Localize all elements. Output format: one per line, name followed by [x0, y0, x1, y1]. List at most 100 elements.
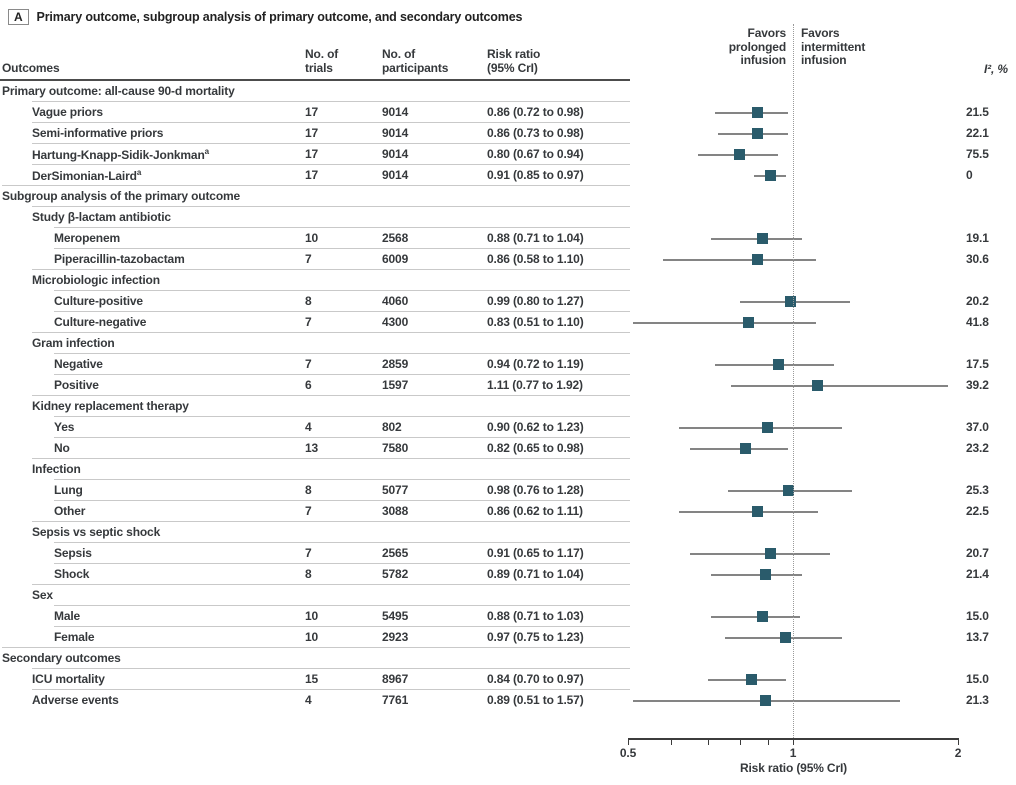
risk-ratio-value: 0.80 (0.67 to 0.94) — [487, 147, 584, 161]
risk-ratio-value: 0.86 (0.73 to 0.98) — [487, 126, 584, 140]
risk-ratio-value: 0.86 (0.62 to 1.11) — [487, 504, 583, 518]
section-header-row: Sepsis vs septic shock — [0, 522, 1016, 543]
forest-row: Vague priors 17 9014 0.86 (0.72 to 0.98) 21.… — [0, 102, 1016, 123]
outcome-label: Kidney replacement therapy — [32, 399, 189, 413]
forest-table: Primary outcome: all-cause 90-d mortalit… — [0, 81, 1016, 711]
i2-value: 75.5 — [966, 147, 989, 161]
risk-ratio-value: 0.84 (0.70 to 0.97) — [487, 672, 584, 686]
forest-row: DerSimonian-Lairda 17 9014 0.91 (0.85 to 0.… — [0, 165, 1016, 186]
section-header-row: Study β-lactam antibiotic — [0, 207, 1016, 228]
forest-row: Piperacillin-tazobactam 7 6009 0.86 (0.58 t… — [0, 249, 1016, 270]
trials-value: 7 — [305, 315, 312, 329]
forest-row: Hartung-Knapp-Sidik-Jonkmana 17 9014 0.80 (… — [0, 144, 1016, 165]
trials-value: 7 — [305, 252, 312, 266]
outcome-label: Semi-informative priors — [32, 126, 164, 140]
outcome-label: Primary outcome: all-cause 90-d mortalit… — [2, 84, 235, 98]
forest-plot-cell — [628, 102, 958, 123]
forest-plot-cell — [628, 480, 958, 501]
row-rule — [32, 584, 630, 585]
trials-value: 7 — [305, 357, 312, 371]
risk-ratio-value: 0.97 (0.75 to 1.23) — [487, 630, 584, 644]
ci-line — [690, 552, 831, 555]
point-estimate-marker — [772, 359, 784, 370]
x-axis-tick — [628, 740, 629, 745]
trials-value: 4 — [305, 693, 312, 707]
point-estimate-marker — [782, 485, 794, 496]
outcome-label: Negative — [54, 357, 103, 371]
outcome-label: ICU mortality — [32, 672, 105, 686]
point-estimate-marker — [740, 443, 752, 454]
trials-value: 10 — [305, 630, 319, 644]
column-header-participants: No. of participants — [382, 47, 449, 75]
row-rule — [54, 416, 630, 417]
forest-row: Meropenem 10 2568 0.88 (0.71 to 1.04) 19.1 — [0, 228, 1016, 249]
outcome-label: Other — [54, 504, 86, 518]
forest-plot-cell — [628, 606, 958, 627]
outcome-label: Meropenem — [54, 231, 120, 245]
row-rule — [54, 374, 630, 375]
i2-value: 21.4 — [966, 567, 989, 581]
forest-plot-cell — [628, 291, 958, 312]
outcome-label: Microbiologic infection — [32, 273, 160, 287]
forest-row: Shock 8 5782 0.89 (0.71 to 1.04) 21.4 — [0, 564, 1016, 585]
trials-value: 17 — [305, 105, 319, 119]
risk-ratio-value: 0.90 (0.62 to 1.23) — [487, 420, 584, 434]
section-header-row: Microbiologic infection — [0, 270, 1016, 291]
risk-ratio-value: 0.91 (0.65 to 1.17) — [487, 546, 584, 560]
row-rule — [54, 626, 630, 627]
favors-prolonged-label: Favors prolonged infusion — [728, 26, 786, 67]
forest-plot-cell — [628, 438, 958, 459]
i2-value: 25.3 — [966, 483, 989, 497]
point-estimate-marker — [812, 380, 824, 391]
trials-value: 17 — [305, 168, 319, 182]
row-rule — [32, 689, 630, 690]
row-rule — [32, 101, 630, 102]
point-estimate-marker — [765, 548, 777, 559]
row-rule — [2, 185, 630, 186]
row-rule — [32, 206, 630, 207]
trials-value: 4 — [305, 420, 312, 434]
forest-plot-cell — [628, 627, 958, 648]
forest-row: Culture-negative 7 4300 0.83 (0.51 to 1.10)… — [0, 312, 1016, 333]
header-rule — [0, 79, 630, 81]
ci-line — [711, 573, 803, 576]
outcome-label: Positive — [54, 378, 99, 392]
x-axis-tick-label: 0.5 — [619, 746, 637, 760]
participants-value: 5495 — [382, 609, 409, 623]
i2-value: 22.5 — [966, 504, 989, 518]
forest-plot-cell — [628, 375, 958, 396]
x-axis-tick-label: 1 — [789, 746, 797, 760]
forest-row: Female 10 2923 0.97 (0.75 to 1.23) 13.7 — [0, 627, 1016, 648]
favors-intermittent-label: Favors intermittent infusion — [801, 26, 866, 67]
outcome-label: Lung — [54, 483, 83, 497]
risk-ratio-value: 0.94 (0.72 to 1.19) — [487, 357, 584, 371]
row-rule — [32, 668, 630, 669]
row-rule — [32, 269, 630, 270]
forest-row: Lung 8 5077 0.98 (0.76 to 1.28) 25.3 — [0, 480, 1016, 501]
i2-value: 15.0 — [966, 672, 989, 686]
row-rule — [32, 521, 630, 522]
row-rule — [32, 122, 630, 123]
i2-value: 0 — [966, 168, 973, 182]
i2-value: 41.8 — [966, 315, 989, 329]
row-rule — [54, 479, 630, 480]
row-rule — [32, 164, 630, 165]
ci-line — [663, 258, 816, 261]
column-header-risk-ratio: Risk ratio (95% CrI) — [487, 47, 541, 75]
risk-ratio-value: 0.86 (0.72 to 0.98) — [487, 105, 584, 119]
trials-value: 8 — [305, 294, 312, 308]
ci-line — [690, 447, 789, 450]
forest-plot-cell — [628, 144, 958, 165]
trials-value: 6 — [305, 378, 312, 392]
risk-ratio-value: 0.88 (0.71 to 1.04) — [487, 231, 584, 245]
section-header-row: Kidney replacement therapy — [0, 396, 1016, 417]
i2-value: 20.2 — [966, 294, 989, 308]
ci-line — [679, 510, 818, 513]
participants-value: 9014 — [382, 126, 409, 140]
forest-plot-cell — [628, 249, 958, 270]
x-axis-title: Risk ratio (95% CrI) — [739, 761, 848, 775]
outcome-label: Sex — [32, 588, 53, 602]
point-estimate-marker — [751, 506, 763, 517]
row-rule — [2, 647, 630, 648]
row-rule — [32, 395, 630, 396]
